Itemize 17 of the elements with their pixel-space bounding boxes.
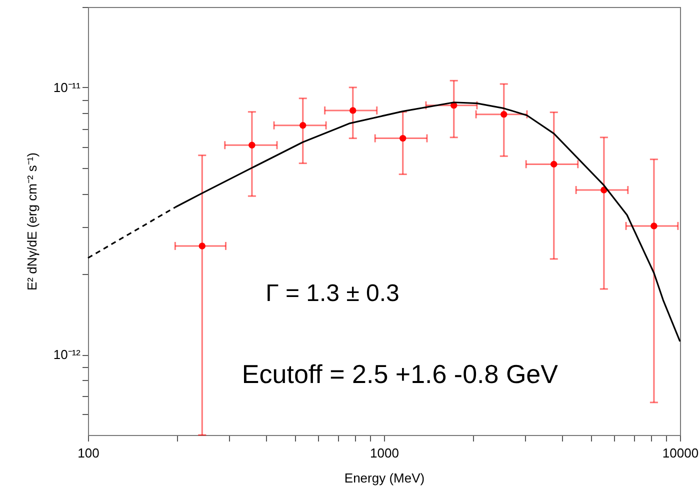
y-axis-title: E² dNγ/dE (erg cm⁻² s⁻¹)	[24, 152, 40, 291]
point	[500, 110, 508, 118]
point	[400, 134, 406, 142]
point	[198, 242, 206, 250]
point	[650, 222, 658, 230]
y-tick-label: 10⁻¹²	[53, 347, 82, 362]
x-tick-label: 1000	[370, 446, 399, 460]
x-tick-label: 10000	[662, 446, 699, 460]
y-tick-label: 10⁻¹¹	[53, 80, 82, 95]
point	[248, 142, 256, 148]
annotation: Γ = 1.3 ± 0.3	[266, 280, 400, 307]
point	[300, 122, 306, 129]
x-axis-title: Energy (MeV)	[344, 470, 425, 486]
annotation: Ecutoff = 2.5 +1.6 -0.8 GeV	[242, 359, 559, 390]
point	[550, 160, 558, 168]
x-tick-label: 100	[78, 446, 100, 460]
point	[350, 107, 356, 114]
